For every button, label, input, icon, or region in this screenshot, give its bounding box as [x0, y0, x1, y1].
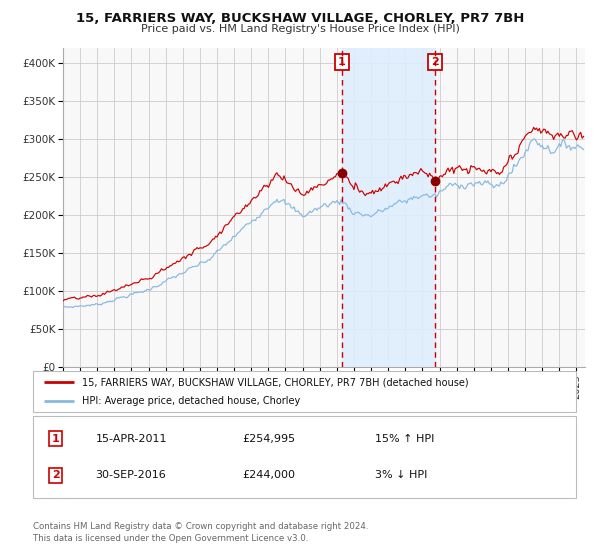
Bar: [342, 48, 435, 367]
Text: Price paid vs. HM Land Registry's House Price Index (HPI): Price paid vs. HM Land Registry's House …: [140, 24, 460, 34]
Text: 15, FARRIERS WAY, BUCKSHAW VILLAGE, CHORLEY, PR7 7BH: 15, FARRIERS WAY, BUCKSHAW VILLAGE, CHOR…: [76, 12, 524, 25]
Text: 1: 1: [338, 57, 346, 67]
FancyBboxPatch shape: [33, 416, 576, 498]
Text: £244,000: £244,000: [242, 470, 295, 480]
FancyBboxPatch shape: [33, 371, 576, 412]
Text: 30-SEP-2016: 30-SEP-2016: [95, 470, 166, 480]
Text: 2: 2: [431, 57, 439, 67]
Text: 2: 2: [52, 470, 59, 480]
Text: 15% ↑ HPI: 15% ↑ HPI: [375, 434, 434, 444]
Text: 15, FARRIERS WAY, BUCKSHAW VILLAGE, CHORLEY, PR7 7BH (detached house): 15, FARRIERS WAY, BUCKSHAW VILLAGE, CHOR…: [82, 377, 469, 387]
Text: 3% ↓ HPI: 3% ↓ HPI: [375, 470, 427, 480]
Text: Contains HM Land Registry data © Crown copyright and database right 2024.: Contains HM Land Registry data © Crown c…: [33, 522, 368, 531]
Text: £254,995: £254,995: [242, 434, 295, 444]
Text: 15-APR-2011: 15-APR-2011: [95, 434, 167, 444]
Text: 1: 1: [52, 434, 59, 444]
Text: This data is licensed under the Open Government Licence v3.0.: This data is licensed under the Open Gov…: [33, 534, 308, 543]
Text: HPI: Average price, detached house, Chorley: HPI: Average price, detached house, Chor…: [82, 396, 300, 405]
